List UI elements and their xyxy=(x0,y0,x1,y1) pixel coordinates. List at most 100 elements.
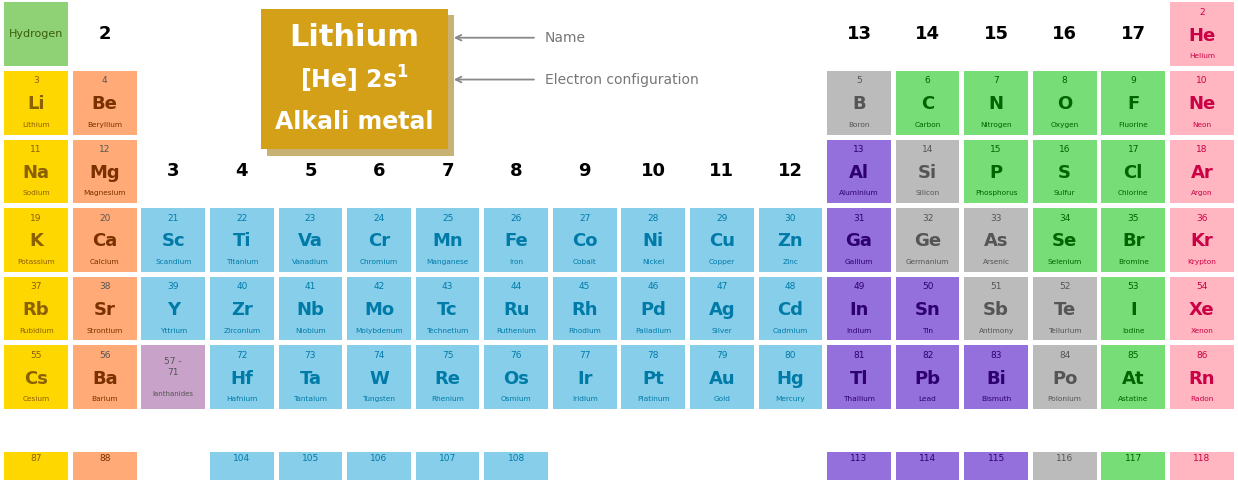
Text: [He] 2s$\mathbf{^1}$: [He] 2s$\mathbf{^1}$ xyxy=(300,64,409,95)
Text: At: At xyxy=(1122,370,1145,387)
FancyBboxPatch shape xyxy=(347,345,411,409)
Text: 14: 14 xyxy=(915,25,940,43)
Text: S: S xyxy=(1058,164,1071,182)
FancyBboxPatch shape xyxy=(261,9,448,149)
Text: 7: 7 xyxy=(993,76,999,85)
Text: Y: Y xyxy=(167,301,180,319)
FancyBboxPatch shape xyxy=(895,345,959,409)
FancyBboxPatch shape xyxy=(553,345,617,409)
Text: 30: 30 xyxy=(785,214,796,223)
Text: Tl: Tl xyxy=(849,370,868,387)
Text: Platinum: Platinum xyxy=(636,396,670,402)
FancyBboxPatch shape xyxy=(1170,276,1234,340)
Text: Niobium: Niobium xyxy=(295,327,326,334)
Text: Silicon: Silicon xyxy=(916,191,940,196)
FancyBboxPatch shape xyxy=(1102,276,1165,340)
Text: 32: 32 xyxy=(922,214,933,223)
Text: Ba: Ba xyxy=(92,370,118,387)
Text: 80: 80 xyxy=(785,351,796,360)
Text: Zirconium: Zirconium xyxy=(223,327,260,334)
FancyBboxPatch shape xyxy=(4,345,68,409)
Text: 5: 5 xyxy=(857,76,862,85)
Text: P: P xyxy=(989,164,1003,182)
FancyBboxPatch shape xyxy=(621,208,685,272)
Text: 35: 35 xyxy=(1128,214,1139,223)
Text: 81: 81 xyxy=(853,351,865,360)
Text: Iron: Iron xyxy=(509,259,524,265)
Text: Au: Au xyxy=(708,370,735,387)
FancyBboxPatch shape xyxy=(1032,452,1097,480)
Text: 115: 115 xyxy=(988,454,1005,463)
Text: Xe: Xe xyxy=(1188,301,1214,319)
Text: 10: 10 xyxy=(1196,76,1207,85)
Text: Mercury: Mercury xyxy=(775,396,805,402)
FancyBboxPatch shape xyxy=(895,71,959,135)
Text: 39: 39 xyxy=(167,282,180,291)
Text: Xenon: Xenon xyxy=(1191,327,1213,334)
Text: 29: 29 xyxy=(716,214,728,223)
FancyBboxPatch shape xyxy=(827,276,891,340)
Text: 13: 13 xyxy=(853,145,865,154)
Text: Gold: Gold xyxy=(713,396,730,402)
Text: Bismuth: Bismuth xyxy=(980,396,1011,402)
FancyBboxPatch shape xyxy=(553,276,617,340)
Text: 37: 37 xyxy=(31,282,42,291)
Text: Kr: Kr xyxy=(1191,232,1213,251)
FancyBboxPatch shape xyxy=(1102,452,1165,480)
Text: Rn: Rn xyxy=(1188,370,1216,387)
FancyBboxPatch shape xyxy=(210,208,274,272)
Text: Ru: Ru xyxy=(503,301,530,319)
Text: Mg: Mg xyxy=(89,164,120,182)
Text: 51: 51 xyxy=(990,282,1002,291)
Text: Boron: Boron xyxy=(848,122,870,128)
Text: 76: 76 xyxy=(510,351,522,360)
FancyBboxPatch shape xyxy=(4,71,68,135)
Text: Chlorine: Chlorine xyxy=(1118,191,1149,196)
Text: Silver: Silver xyxy=(712,327,732,334)
Text: Ar: Ar xyxy=(1191,164,1213,182)
Text: 105: 105 xyxy=(302,454,319,463)
FancyBboxPatch shape xyxy=(827,452,891,480)
FancyBboxPatch shape xyxy=(279,452,343,480)
Text: Pd: Pd xyxy=(640,301,666,319)
Text: Sr: Sr xyxy=(94,301,115,319)
Text: Krypton: Krypton xyxy=(1187,259,1216,265)
Text: As: As xyxy=(984,232,1009,251)
Text: 48: 48 xyxy=(785,282,796,291)
Text: 38: 38 xyxy=(99,282,110,291)
Text: Nitrogen: Nitrogen xyxy=(980,122,1011,128)
Text: O: O xyxy=(1057,95,1072,113)
FancyBboxPatch shape xyxy=(759,208,822,272)
Text: 19: 19 xyxy=(31,214,42,223)
Text: Cesium: Cesium xyxy=(22,396,50,402)
Text: 25: 25 xyxy=(442,214,453,223)
FancyBboxPatch shape xyxy=(73,71,136,135)
Text: 4: 4 xyxy=(235,162,248,180)
Text: 116: 116 xyxy=(1056,454,1073,463)
FancyBboxPatch shape xyxy=(210,452,274,480)
Text: 12: 12 xyxy=(99,145,110,154)
Text: 2: 2 xyxy=(1200,8,1205,17)
Text: 17: 17 xyxy=(1120,25,1146,43)
Text: 27: 27 xyxy=(579,214,591,223)
Text: 117: 117 xyxy=(1124,454,1141,463)
Text: 118: 118 xyxy=(1193,454,1211,463)
Text: Scandium: Scandium xyxy=(155,259,192,265)
Text: F: F xyxy=(1127,95,1139,113)
Text: Tungsten: Tungsten xyxy=(363,396,395,402)
Text: Oxygen: Oxygen xyxy=(1051,122,1078,128)
Text: 34: 34 xyxy=(1058,214,1071,223)
Text: 104: 104 xyxy=(233,454,250,463)
Text: W: W xyxy=(369,370,389,387)
Text: Rb: Rb xyxy=(22,301,50,319)
FancyBboxPatch shape xyxy=(279,276,343,340)
FancyBboxPatch shape xyxy=(964,276,1028,340)
Text: In: In xyxy=(849,301,869,319)
FancyBboxPatch shape xyxy=(1170,71,1234,135)
Text: Electron configuration: Electron configuration xyxy=(545,72,698,86)
Text: 52: 52 xyxy=(1058,282,1071,291)
Text: Nb: Nb xyxy=(296,301,324,319)
FancyBboxPatch shape xyxy=(690,208,754,272)
FancyBboxPatch shape xyxy=(1170,452,1234,480)
Text: 21: 21 xyxy=(167,214,180,223)
